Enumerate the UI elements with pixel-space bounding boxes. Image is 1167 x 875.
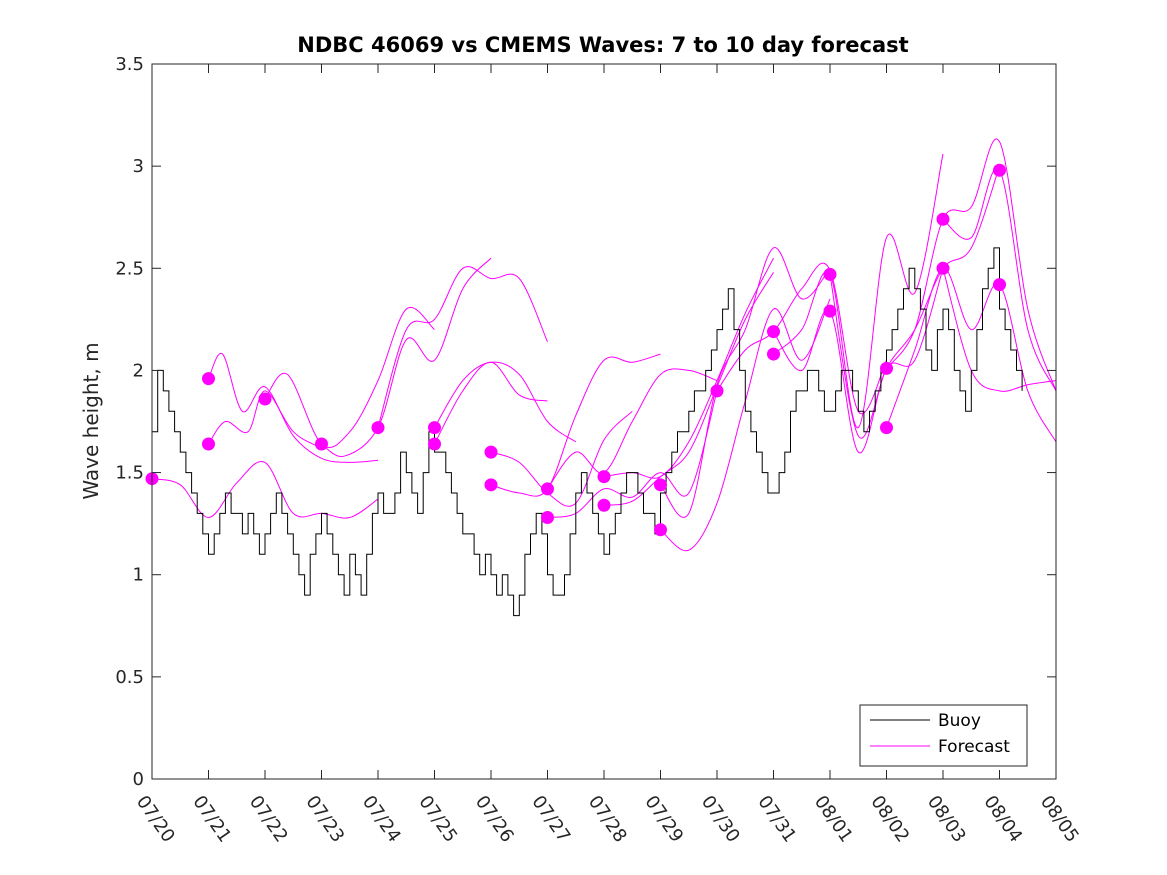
series-layer: [151, 138, 1057, 617]
forecast-line-2: [208, 352, 379, 463]
marker-layer: [145, 163, 1006, 537]
forecast-line-3: [264, 306, 435, 449]
forecast-line-7: [434, 361, 577, 443]
forecast-line-0: [151, 460, 379, 519]
y-tick-label: 0.5: [115, 667, 144, 688]
legend-forecast-label: Forecast: [938, 737, 1010, 757]
forecast-marker: [371, 421, 385, 435]
forecast-line-17: [773, 153, 944, 429]
forecast-line-21: [886, 267, 1057, 443]
y-tick-label: 0: [133, 769, 144, 790]
forecast-marker: [597, 498, 611, 512]
forecast-marker: [202, 372, 215, 386]
forecast-line-19: [829, 165, 1000, 439]
y-tick-label: 2.5: [115, 258, 144, 279]
forecast-marker: [484, 445, 498, 459]
forecast-line-13: [603, 272, 774, 506]
plot-area: [152, 64, 1056, 779]
forecast-marker: [880, 421, 893, 435]
forecast-marker: [936, 212, 950, 226]
forecast-marker: [202, 437, 215, 451]
forecast-line-23: [942, 268, 1057, 392]
forecast-marker: [428, 437, 441, 451]
forecast-marker: [993, 278, 1006, 292]
forecast-marker: [258, 392, 272, 406]
y-tick-label: 2: [133, 360, 144, 381]
forecast-marker: [541, 482, 554, 496]
forecast-line-20: [886, 138, 1057, 392]
forecast-marker: [597, 470, 611, 484]
forecast-line-14: [660, 247, 831, 518]
forecast-line-9: [490, 353, 661, 497]
y-tick-label: 1: [133, 565, 144, 586]
legend-buoy-label: Buoy: [938, 711, 981, 731]
y-axis: 0 0.5 1 1.5 2 2.5 3 3.5: [115, 54, 1056, 790]
forecast-marker: [428, 421, 441, 435]
forecast-marker: [654, 523, 667, 537]
forecast-marker: [880, 361, 893, 375]
forecast-marker: [936, 261, 950, 275]
forecast-line-18: [773, 268, 944, 454]
forecast-line-10: [547, 368, 718, 490]
forecast-line-5: [377, 266, 548, 428]
forecast-marker: [654, 478, 667, 492]
forecast-marker: [993, 163, 1006, 177]
chart-title: NDBC 46069 vs CMEMS Waves: 7 to 10 day f…: [297, 33, 908, 57]
forecast-marker: [710, 384, 724, 398]
forecast-marker: [484, 478, 498, 492]
forecast-marker: [541, 511, 554, 525]
forecast-marker: [767, 325, 780, 339]
legend-box: [859, 704, 1028, 767]
forecast-line-4: [321, 257, 492, 458]
y-tick-label: 3.5: [115, 54, 144, 75]
legend: Buoy Forecast: [859, 704, 1028, 767]
y-tick-label: 3: [133, 156, 144, 177]
y-axis-label: Wave height, m: [79, 342, 103, 499]
forecast-marker: [823, 267, 837, 281]
forecast-marker: [823, 304, 837, 318]
forecast-line-1: [208, 390, 322, 449]
forecast-marker: [315, 437, 328, 451]
forecast-line-8: [490, 410, 633, 507]
forecast-marker: [767, 347, 780, 361]
y-tick-label: 1.5: [115, 463, 144, 484]
